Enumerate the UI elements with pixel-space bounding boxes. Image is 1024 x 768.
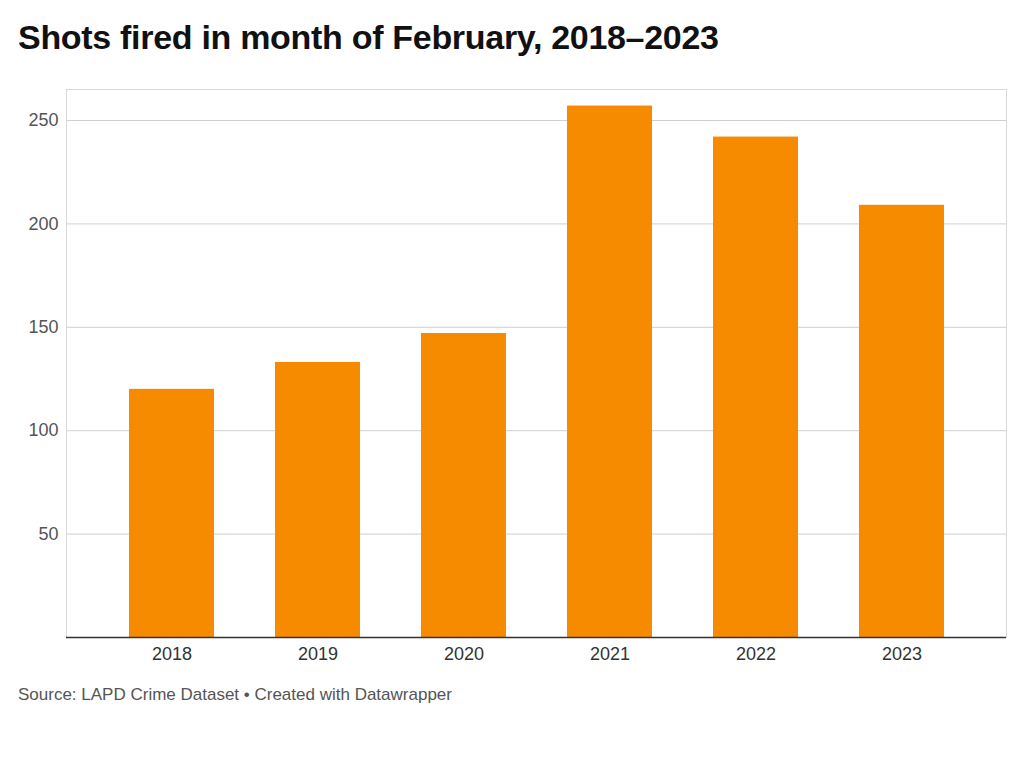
html-text:Source: LAPD Crime Dataset • C: Source: LAPD Crime Dataset • Created wit…	[18, 685, 452, 704]
svg-text:2019: 2019	[298, 644, 338, 664]
svg-text:2020: 2020	[444, 644, 484, 664]
svg-text:2021: 2021	[590, 644, 630, 664]
svg-text:2018: 2018	[152, 644, 192, 664]
svg-text:50: 50	[38, 524, 58, 544]
svg-text:200: 200	[28, 214, 58, 234]
svg-text:100: 100	[28, 420, 58, 440]
html-text:Shots fired in month of Februa: Shots fired in month of February, 2018–2…	[18, 18, 719, 56]
svg-text:250: 250	[28, 110, 58, 130]
svg-text:2022: 2022	[736, 644, 776, 664]
svg-text:2023: 2023	[882, 644, 922, 664]
svg-text:150: 150	[28, 317, 58, 337]
